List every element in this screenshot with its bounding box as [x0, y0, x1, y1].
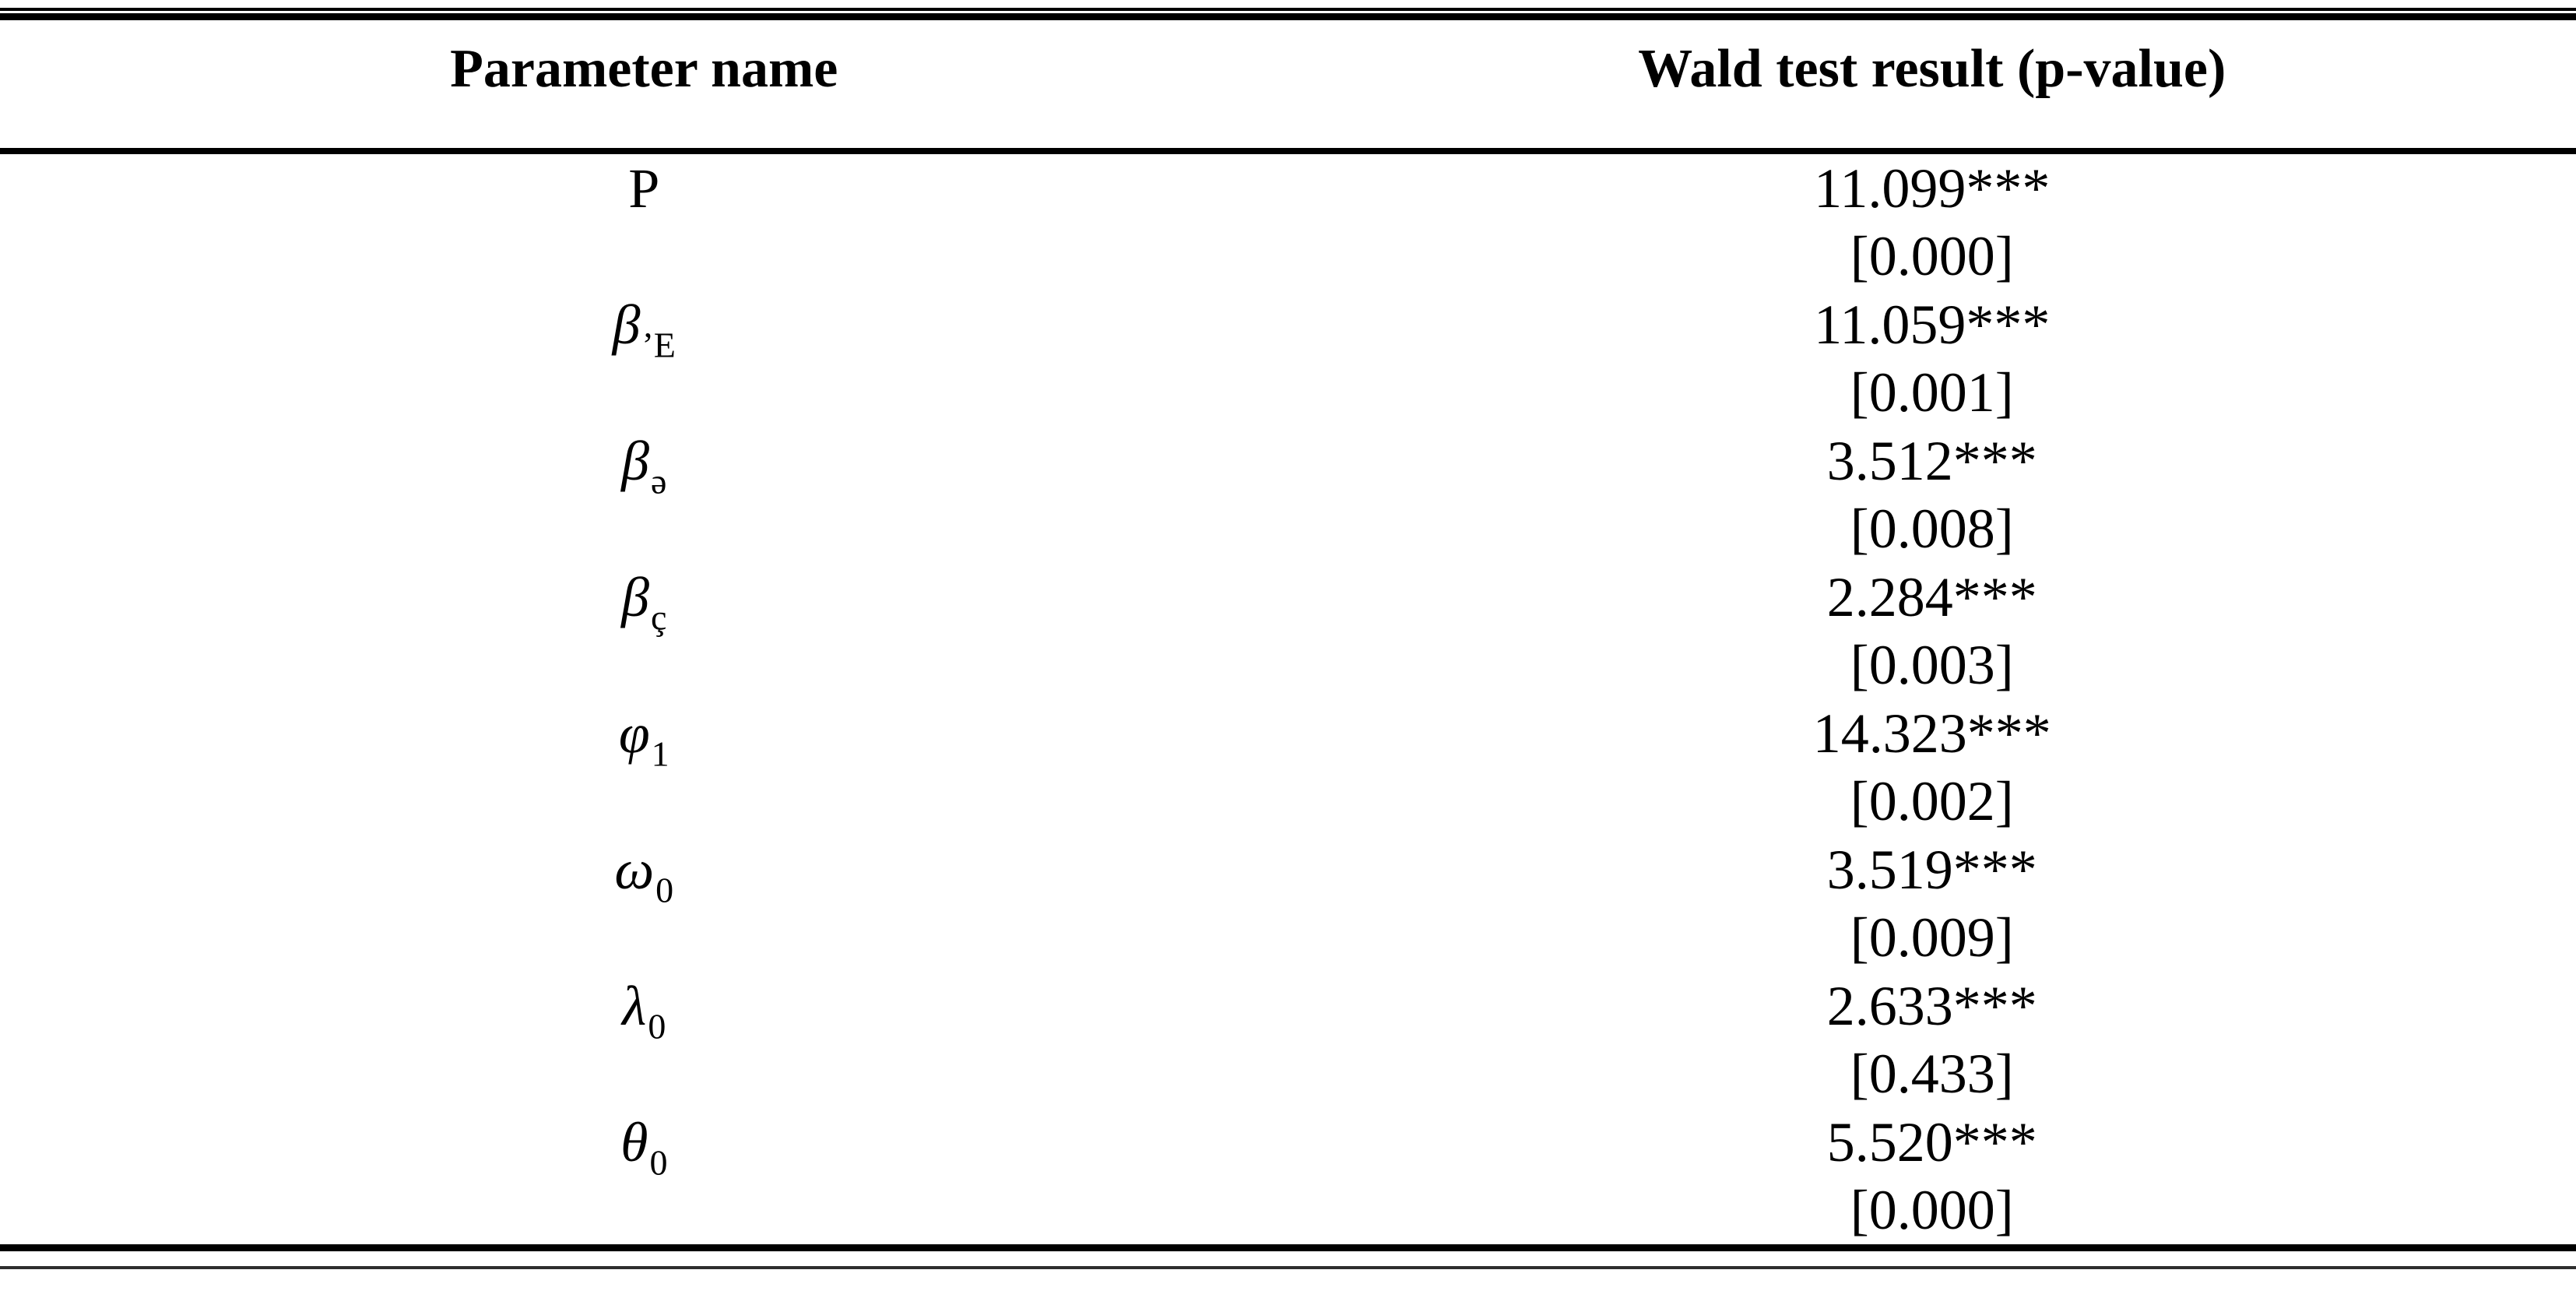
param-subscript: 1 — [652, 736, 669, 772]
value-cell: 5.520*** [0.000] — [1288, 1108, 2576, 1244]
wald-statistic-value: 11.059*** — [1288, 290, 2576, 359]
table-row: φ1 14.323*** [0.002] — [0, 699, 2576, 835]
param-name: θ0 — [620, 1114, 667, 1170]
param-cell: ω0 — [0, 835, 1288, 972]
table-top-border-thin — [0, 8, 2576, 11]
param-symbol: θ — [620, 1114, 648, 1170]
param-symbol: φ — [619, 705, 650, 762]
wald-test-table: Parameter name Wald test result (p-value… — [0, 8, 2576, 1291]
table-row: βə 3.512*** [0.008] — [0, 427, 2576, 563]
value-cell: 11.099*** [0.000] — [1288, 154, 2576, 290]
table-top-border-thick — [0, 13, 2576, 20]
param-subscript: 0 — [655, 872, 673, 908]
table-row: P 11.099*** [0.000] — [0, 154, 2576, 290]
param-subscript: 0 — [649, 1145, 667, 1180]
param-name: φ1 — [619, 705, 669, 762]
param-name: βʼE — [613, 297, 676, 353]
column-header-wald-test-result: Wald test result (p-value) — [1288, 39, 2576, 148]
p-value: [0.433] — [1288, 1040, 2576, 1109]
param-symbol: P — [628, 160, 659, 216]
p-value: [0.000] — [1288, 223, 2576, 291]
table-header-row: Parameter name Wald test result (p-value… — [0, 20, 2576, 148]
value-cell: 2.633*** [0.433] — [1288, 972, 2576, 1108]
header-separator-rule — [0, 148, 2576, 154]
p-value: [0.003] — [1288, 631, 2576, 700]
param-cell: βç — [0, 563, 1288, 699]
p-value: [0.001] — [1288, 359, 2576, 427]
wald-statistic-value: 5.520*** — [1288, 1108, 2576, 1177]
table-row: ω0 3.519*** [0.009] — [0, 835, 2576, 972]
table-row: βʼE 11.059*** [0.001] — [0, 290, 2576, 427]
param-name: βç — [621, 569, 666, 625]
table-row: θ0 5.520*** [0.000] — [0, 1108, 2576, 1244]
param-subscript: ə — [651, 463, 666, 499]
param-cell: P — [0, 154, 1288, 290]
p-value: [0.008] — [1288, 495, 2576, 564]
p-value: [0.002] — [1288, 768, 2576, 836]
column-header-parameter-name: Parameter name — [0, 39, 1288, 148]
p-value: [0.000] — [1288, 1177, 2576, 1245]
wald-statistic-value: 14.323*** — [1288, 699, 2576, 768]
value-cell: 3.512*** [0.008] — [1288, 427, 2576, 563]
param-symbol: β — [621, 433, 649, 489]
param-cell: βʼE — [0, 290, 1288, 427]
param-symbol: λ — [622, 978, 646, 1034]
param-cell: θ0 — [0, 1108, 1288, 1244]
wald-statistic-value: 2.633*** — [1288, 972, 2576, 1040]
param-subscript: ʼE — [641, 327, 675, 363]
param-cell: λ0 — [0, 972, 1288, 1108]
param-name: P — [628, 160, 659, 216]
wald-statistic-value: 3.519*** — [1288, 835, 2576, 904]
value-cell: 11.059*** [0.001] — [1288, 290, 2576, 427]
wald-statistic-value: 11.099*** — [1288, 154, 2576, 223]
table-row: λ0 2.633*** [0.433] — [0, 972, 2576, 1108]
param-name: βə — [621, 433, 666, 489]
param-subscript: ç — [651, 600, 666, 635]
table-bottom-border-thick — [0, 1244, 2576, 1251]
table-bottom-border-thin — [0, 1266, 2576, 1269]
param-cell: φ1 — [0, 699, 1288, 835]
table-body: P 11.099*** [0.000] βʼE 11.059*** [0.001… — [0, 154, 2576, 1244]
param-name: λ0 — [622, 978, 666, 1034]
param-symbol: β — [621, 569, 649, 625]
wald-statistic-value: 2.284*** — [1288, 563, 2576, 631]
param-symbol: β — [613, 297, 641, 353]
wald-statistic-value: 3.512*** — [1288, 427, 2576, 495]
param-symbol: ω — [614, 842, 654, 898]
table-row: βç 2.284*** [0.003] — [0, 563, 2576, 699]
value-cell: 2.284*** [0.003] — [1288, 563, 2576, 699]
param-subscript: 0 — [648, 1008, 666, 1044]
p-value: [0.009] — [1288, 904, 2576, 973]
value-cell: 14.323*** [0.002] — [1288, 699, 2576, 835]
param-name: ω0 — [614, 842, 673, 898]
param-cell: βə — [0, 427, 1288, 563]
value-cell: 3.519*** [0.009] — [1288, 835, 2576, 972]
